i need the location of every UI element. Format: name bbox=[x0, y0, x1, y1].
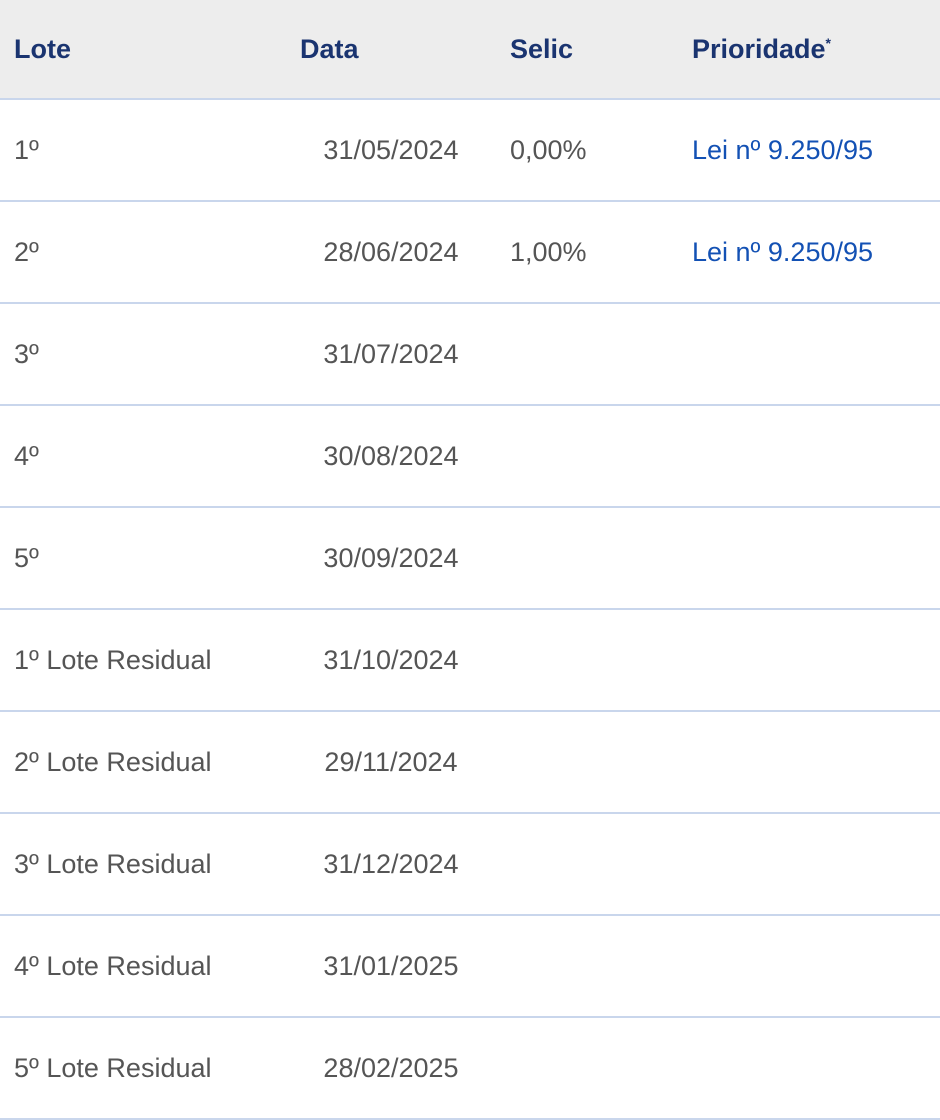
selic-cell bbox=[496, 507, 678, 610]
selic-cell: 1,00% bbox=[496, 201, 678, 304]
table-row: 5º 30/09/2024 bbox=[0, 507, 940, 610]
lote-cell: 2º Lote Residual bbox=[0, 711, 286, 814]
date-cell: 31/01/2025 bbox=[286, 915, 496, 1018]
table-row: 1º Lote Residual 31/10/2024 bbox=[0, 609, 940, 712]
table-row: 3º 31/07/2024 bbox=[0, 303, 940, 406]
lote-cell: 3º Lote Residual bbox=[0, 813, 286, 916]
selic-cell bbox=[496, 813, 678, 916]
selic-cell bbox=[496, 609, 678, 712]
lote-cell: 3º bbox=[0, 303, 286, 406]
header-prioridade-label: Prioridade bbox=[692, 33, 826, 64]
table-row: 1º 31/05/2024 0,00% Lei nº 9.250/95 bbox=[0, 99, 940, 202]
date-cell: 31/10/2024 bbox=[286, 609, 496, 712]
selic-cell bbox=[496, 1017, 678, 1120]
lote-cell: 1º Lote Residual bbox=[0, 609, 286, 712]
header-data: Data bbox=[286, 0, 496, 100]
selic-cell bbox=[496, 303, 678, 406]
lote-cell: 5º bbox=[0, 507, 286, 610]
table-row: 3º Lote Residual 31/12/2024 bbox=[0, 813, 940, 916]
prioridade-link bbox=[678, 711, 940, 814]
date-cell: 31/05/2024 bbox=[286, 99, 496, 202]
prioridade-link bbox=[678, 303, 940, 406]
date-cell: 30/09/2024 bbox=[286, 507, 496, 610]
header-lote: Lote bbox=[0, 0, 286, 100]
lote-cell: 4º bbox=[0, 405, 286, 508]
lote-cell: 4º Lote Residual bbox=[0, 915, 286, 1018]
prioridade-link bbox=[678, 507, 940, 610]
prioridade-link bbox=[678, 1017, 940, 1120]
selic-cell: 0,00% bbox=[496, 99, 678, 202]
header-prioridade: Prioridade* bbox=[678, 0, 940, 100]
date-cell: 31/07/2024 bbox=[286, 303, 496, 406]
date-cell: 31/12/2024 bbox=[286, 813, 496, 916]
table-row: 4º 30/08/2024 bbox=[0, 405, 940, 508]
prioridade-link bbox=[678, 609, 940, 712]
header-selic: Selic bbox=[496, 0, 678, 100]
lote-cell: 2º bbox=[0, 201, 286, 304]
table-row: 2º 28/06/2024 1,00% Lei nº 9.250/95 bbox=[0, 201, 940, 304]
date-cell: 30/08/2024 bbox=[286, 405, 496, 508]
table-row: 4º Lote Residual 31/01/2025 bbox=[0, 915, 940, 1018]
table-header-row: Lote Data Selic Prioridade* bbox=[0, 0, 940, 100]
selic-cell bbox=[496, 915, 678, 1018]
lote-cell: 5º Lote Residual bbox=[0, 1017, 286, 1120]
table-row: 5º Lote Residual 28/02/2025 bbox=[0, 1017, 940, 1120]
lote-cell: 1º bbox=[0, 99, 286, 202]
prioridade-link bbox=[678, 813, 940, 916]
prioridade-link bbox=[678, 405, 940, 508]
date-cell: 28/02/2025 bbox=[286, 1017, 496, 1120]
footnote-mark: * bbox=[825, 34, 831, 51]
date-cell: 28/06/2024 bbox=[286, 201, 496, 304]
table-row: 2º Lote Residual 29/11/2024 bbox=[0, 711, 940, 814]
selic-cell bbox=[496, 711, 678, 814]
date-cell: 29/11/2024 bbox=[286, 711, 496, 814]
prioridade-link[interactable]: Lei nº 9.250/95 bbox=[678, 99, 940, 202]
prioridade-link[interactable]: Lei nº 9.250/95 bbox=[678, 201, 940, 304]
selic-cell bbox=[496, 405, 678, 508]
prioridade-link bbox=[678, 915, 940, 1018]
